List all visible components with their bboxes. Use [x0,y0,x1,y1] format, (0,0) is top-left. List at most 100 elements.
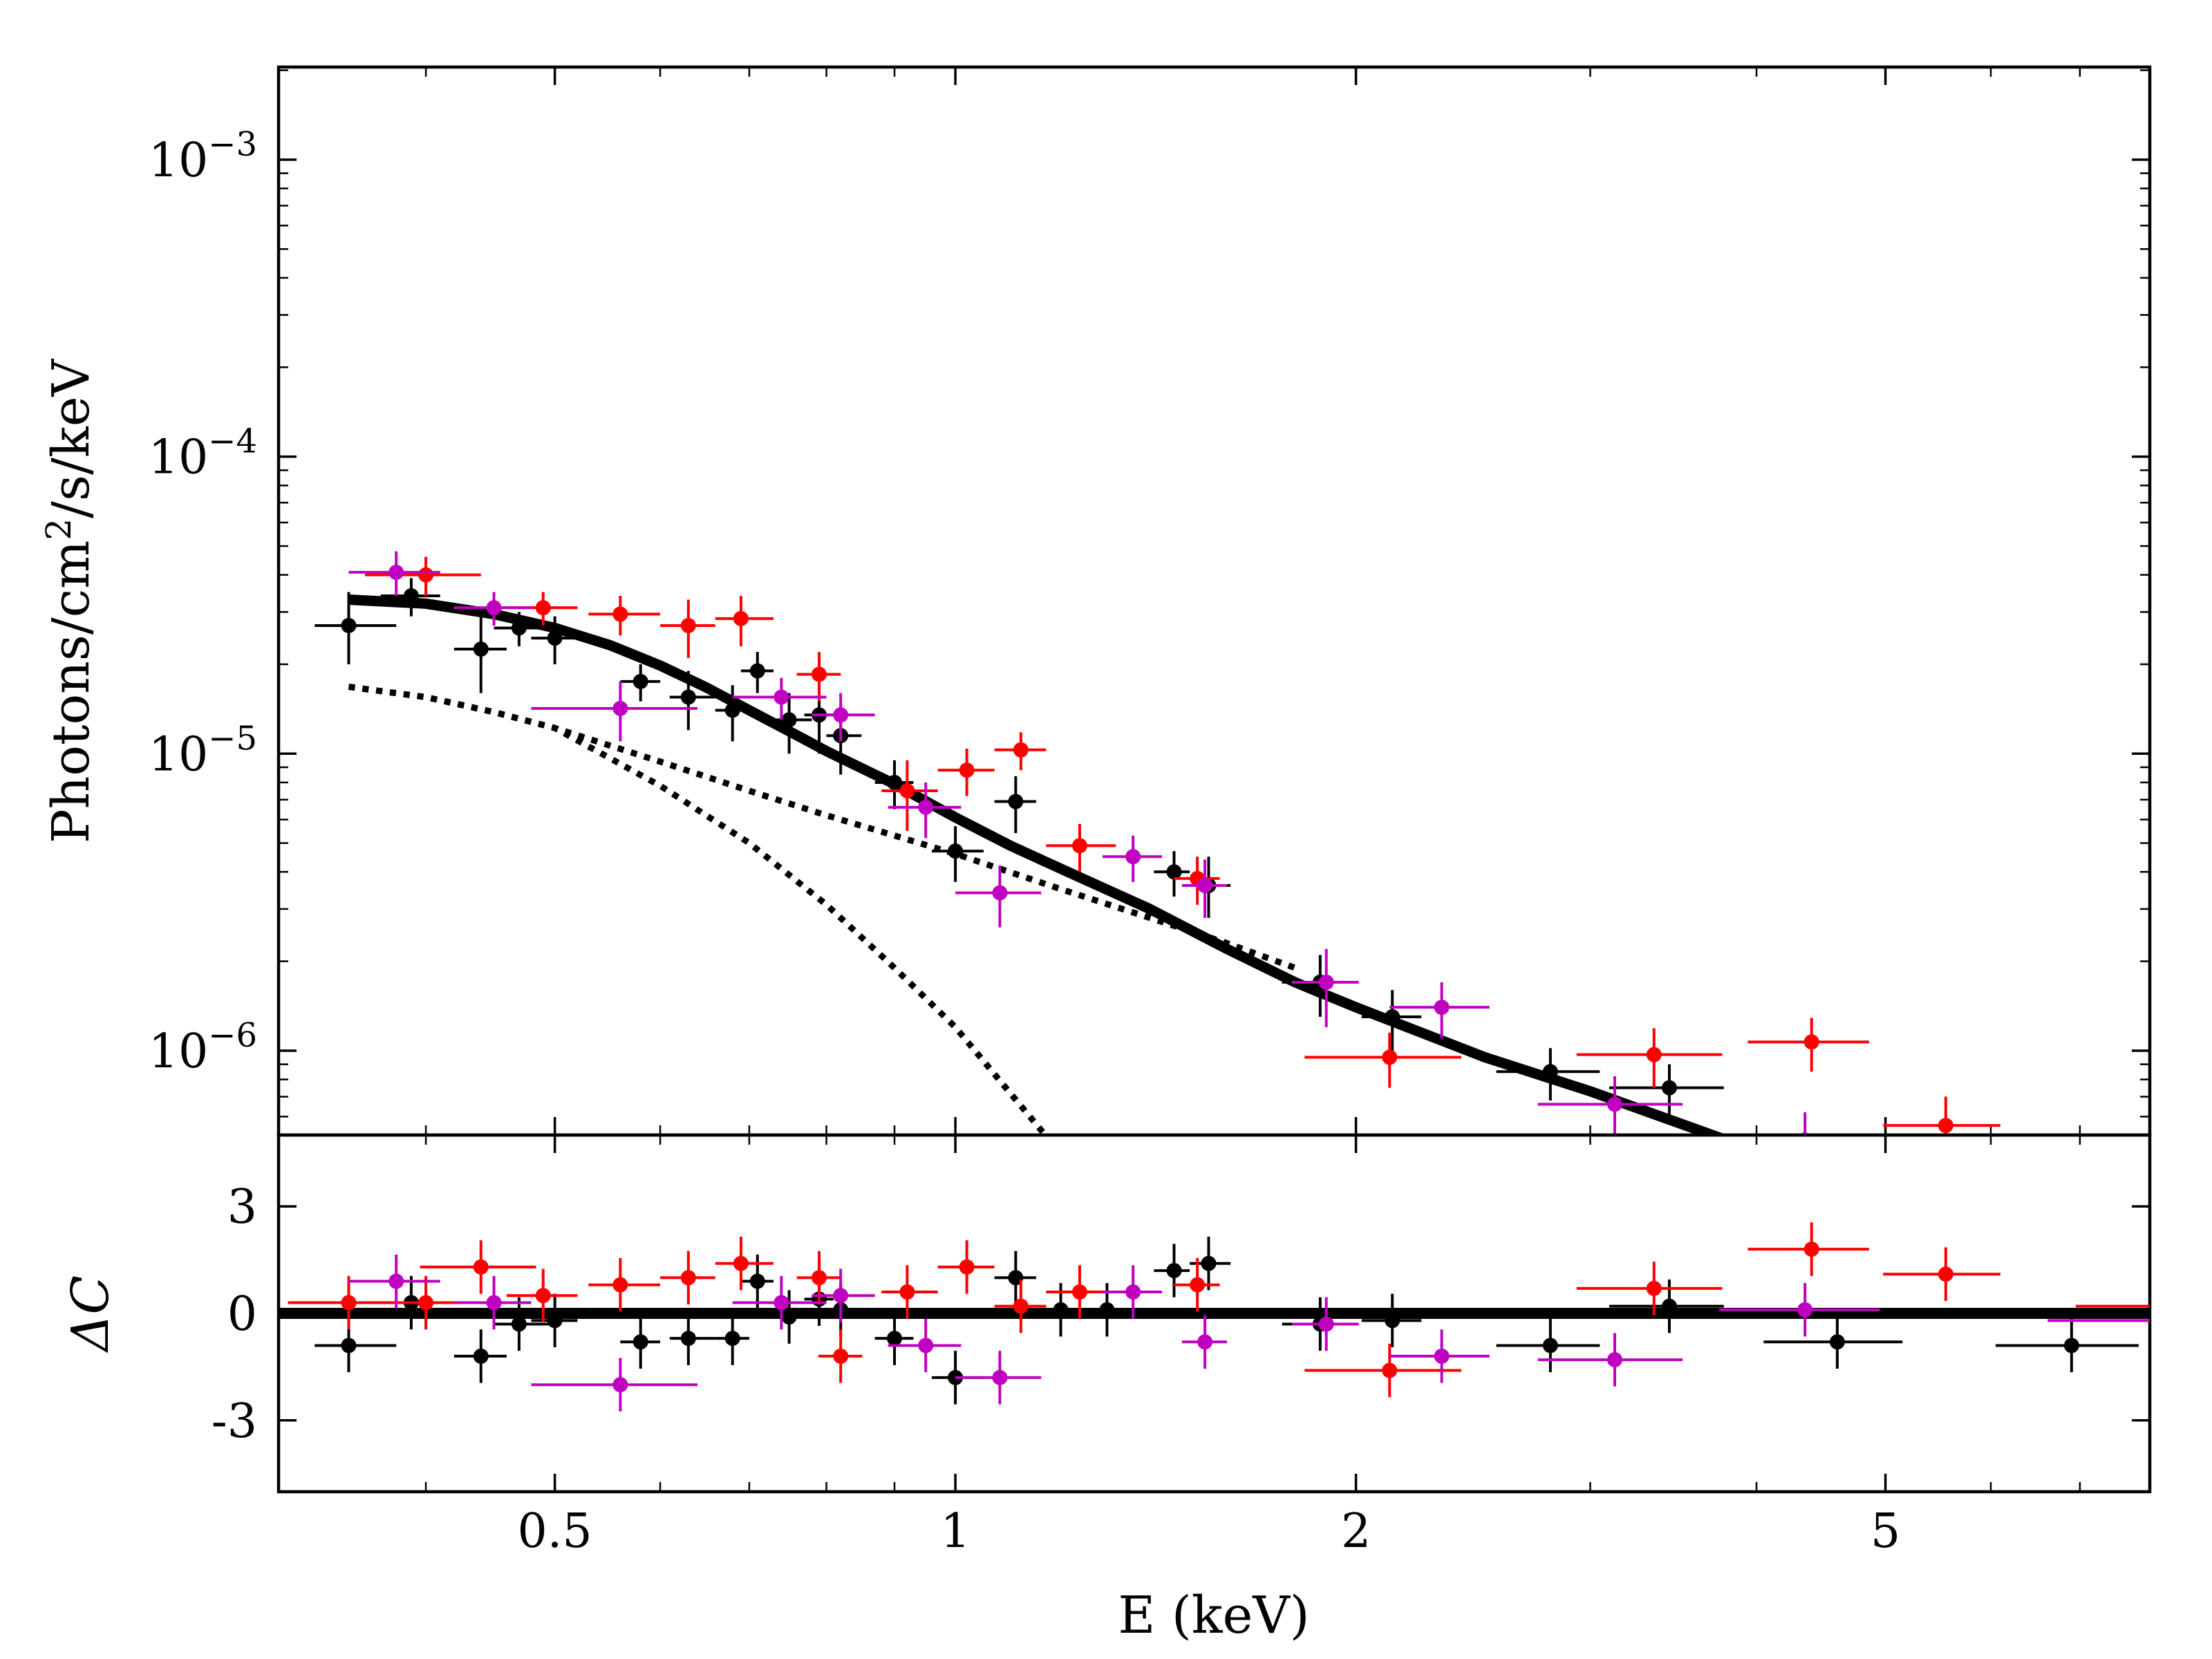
x-tick-label: 2 [1341,1504,1371,1559]
magenta-residual-point [1537,1333,1683,1387]
marker [612,1377,628,1393]
red-residual-point [1883,1247,2000,1301]
red-residual-point [1174,1258,1220,1312]
residual-y-tick-label: 0 [227,1287,257,1342]
black-data-point [380,578,440,617]
marker [1542,1338,1558,1353]
black-residual-point [494,1297,555,1351]
marker [1053,1302,1069,1318]
black-residual-point [1995,1318,2139,1373]
red-data-point [1046,823,1116,872]
magenta-residual-point [1181,1315,1228,1369]
magenta-residual-point [2047,1319,2150,1322]
marker [918,799,934,815]
marker [1803,1034,1819,1050]
marker [632,673,648,689]
marker [1542,1064,1558,1080]
marker [1166,1263,1182,1279]
red-residual-point [1304,1343,1461,1398]
marker [547,1313,563,1329]
marker [959,1259,975,1275]
black-residual-point [315,1318,397,1373]
marker [833,1348,849,1364]
y-tick-label: 10−5 [149,719,257,782]
top-panel: 10−310−410−510−6 Photons/cm2/s/keV [39,65,2212,1347]
marker [781,1309,797,1325]
marker [473,1348,489,1364]
marker [1190,1277,1206,1293]
marker [2150,1239,2165,1254]
marker [899,782,915,798]
magenta-residual-point [1102,1265,1163,1319]
y-tick-base: 10 [149,727,209,782]
marker [1646,1280,1662,1296]
black-data-point [620,664,661,702]
marker [724,1331,740,1347]
bottom-y-tick-labels: 3 0 -3 [212,1180,257,1449]
marker [632,1334,648,1350]
black-residual-point [453,1329,507,1383]
marker [388,1273,404,1289]
marker [992,1369,1008,1385]
red-data-point [881,760,938,831]
marker [1071,838,1087,854]
marker [812,1270,827,1286]
y-tick-label: 10−6 [149,1016,257,1079]
marker [535,1288,551,1304]
magenta-residual-point [348,1254,440,1309]
red-data-point [588,595,661,636]
black-residual-point [531,1293,578,1348]
marker [918,1338,934,1353]
magenta-residual-point [453,1275,532,1330]
residual-y-tick-label: -3 [212,1394,257,1449]
x-tick-label: 1 [940,1504,970,1559]
marker [418,567,434,583]
red-data-point [796,652,841,702]
marker [833,1288,849,1304]
magenta-data-point [812,693,875,742]
black-residual-point [774,1290,812,1344]
marker [812,666,827,682]
magenta-data-point [1799,1112,1811,1135]
y-tick-base: 10 [149,431,209,485]
marker [1938,1266,1953,1282]
magenta-residual-point [955,1351,1042,1405]
marker [1008,794,1024,809]
marker [1125,1284,1141,1300]
black-data-point [1763,1165,1902,1219]
black-data-point [1154,851,1190,897]
y-tick-exponent: −5 [208,719,257,758]
marker [612,1277,628,1293]
marker [473,1259,489,1275]
black-residual-point [1154,1244,1190,1297]
red-residual-point [420,1240,536,1294]
top-y-label-main: Photons/cm [41,541,101,843]
black-residual-point [1496,1318,1600,1373]
marker [749,1273,765,1289]
black-residual-point [874,1311,914,1365]
y-tick-label: 10−3 [149,125,257,188]
marker [2064,1288,2079,1303]
x-tick-label: 0.5 [518,1504,592,1559]
magenta-data-point [1181,859,1228,918]
marker [1434,1348,1450,1364]
marker [887,1331,903,1347]
y-tick-base: 10 [149,133,209,188]
red-data-point [2076,1190,2212,1347]
x-tick-label: 5 [1871,1504,1900,1559]
red-data-point [1747,1018,1869,1072]
marker [1382,1049,1398,1065]
magenta-data-point [531,681,698,742]
y-tick-label: 10−4 [149,422,257,485]
red-residual-point [1576,1262,1723,1315]
black-residual-point [669,1311,715,1365]
red-data-point [937,748,995,796]
black-data-point [994,776,1036,834]
magenta-data-point [1291,948,1359,1027]
marker [1013,742,1029,758]
residual-points [279,1222,2150,1412]
model-total-line [348,594,1728,1135]
black-data-point [1496,1048,1600,1100]
bottom-panel: 3 0 -3 ΔC [61,1133,2152,1494]
